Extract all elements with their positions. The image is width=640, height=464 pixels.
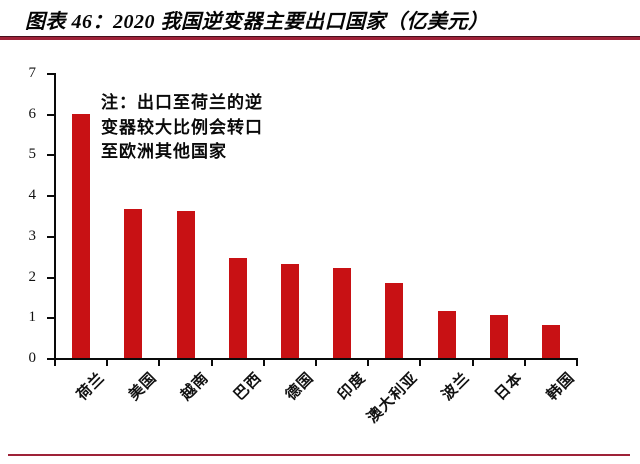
y-axis-tick-label: 2 (28, 268, 37, 285)
x-axis-tick (523, 360, 526, 366)
annotation-line-2: 变器较大比例会转口 (101, 117, 263, 137)
y-axis-tick (47, 317, 54, 320)
y-axis-tick (47, 276, 54, 279)
y-axis-tick (47, 195, 54, 198)
annotation-line-3: 至欧洲其他国家 (101, 142, 227, 161)
y-axis-tick (47, 358, 54, 360)
bar-7 (385, 282, 404, 358)
x-axis-category-label: 澳大利亚 (364, 369, 422, 427)
y-axis-tick-label: 0 (28, 350, 37, 366)
x-axis-tick (471, 360, 474, 366)
y-axis-tick-label: 6 (28, 105, 37, 122)
x-axis-line (54, 358, 578, 360)
x-axis-category-label: 巴西 (230, 369, 265, 404)
x-axis-tick (54, 360, 56, 366)
figure-title: 图表 46：2020 我国逆变器主要出口国家（亿美元） (25, 11, 489, 33)
x-axis-category-label: 荷兰 (74, 369, 109, 404)
x-axis-tick (576, 360, 578, 366)
bar-8 (437, 311, 456, 358)
x-axis-tick (106, 360, 109, 366)
y-axis-tick (47, 235, 54, 238)
bar-4 (228, 258, 247, 358)
x-axis-tick (158, 360, 161, 366)
chart-annotation: 注：出口至荷兰的逆 变器较大比例会转口 至欧洲其他国家 (101, 91, 301, 165)
x-axis-tick (367, 360, 370, 366)
x-axis-tick (419, 360, 422, 366)
y-axis-tick (47, 154, 54, 157)
x-axis-tick (262, 360, 265, 366)
annotation-line-1: 注：出口至荷兰的逆 (101, 93, 263, 112)
y-axis-tick-label: 4 (28, 187, 37, 204)
x-axis-tick (315, 360, 317, 366)
bar-5 (280, 264, 299, 358)
x-axis-category-label: 美国 (126, 369, 161, 404)
bar-9 (489, 315, 508, 358)
bar-2 (124, 209, 143, 358)
bottom-divider-rule (8, 454, 630, 456)
y-axis-tick (47, 73, 54, 75)
bar-6 (333, 268, 352, 358)
x-axis-category-label: 波兰 (439, 369, 474, 404)
y-axis-line (54, 73, 56, 360)
y-axis-tick-label: 3 (28, 227, 37, 244)
x-axis-category-label: 印度 (335, 369, 370, 404)
x-axis-category-label: 日本 (491, 369, 526, 404)
bar-3 (176, 211, 195, 358)
y-axis-tick-label: 1 (28, 309, 37, 326)
x-axis-tick (210, 360, 213, 366)
x-axis-category-label: 德国 (283, 369, 318, 404)
x-axis-category-label: 越南 (178, 369, 213, 404)
y-axis-tick-label: 5 (28, 146, 37, 163)
title-divider-rule (0, 36, 640, 40)
bar-10 (541, 325, 560, 358)
bar-chart: 0 1 2 3 4 5 6 7 荷兰 美国 越南 巴西 德国 印度 澳大利亚 波兰 日本 韩国 注：出口至荷兰的… (0, 45, 640, 445)
bar-1 (72, 113, 91, 358)
x-axis-category-label: 韩国 (544, 369, 579, 404)
y-axis-tick (47, 113, 54, 116)
y-axis-tick-label: 7 (28, 65, 37, 81)
